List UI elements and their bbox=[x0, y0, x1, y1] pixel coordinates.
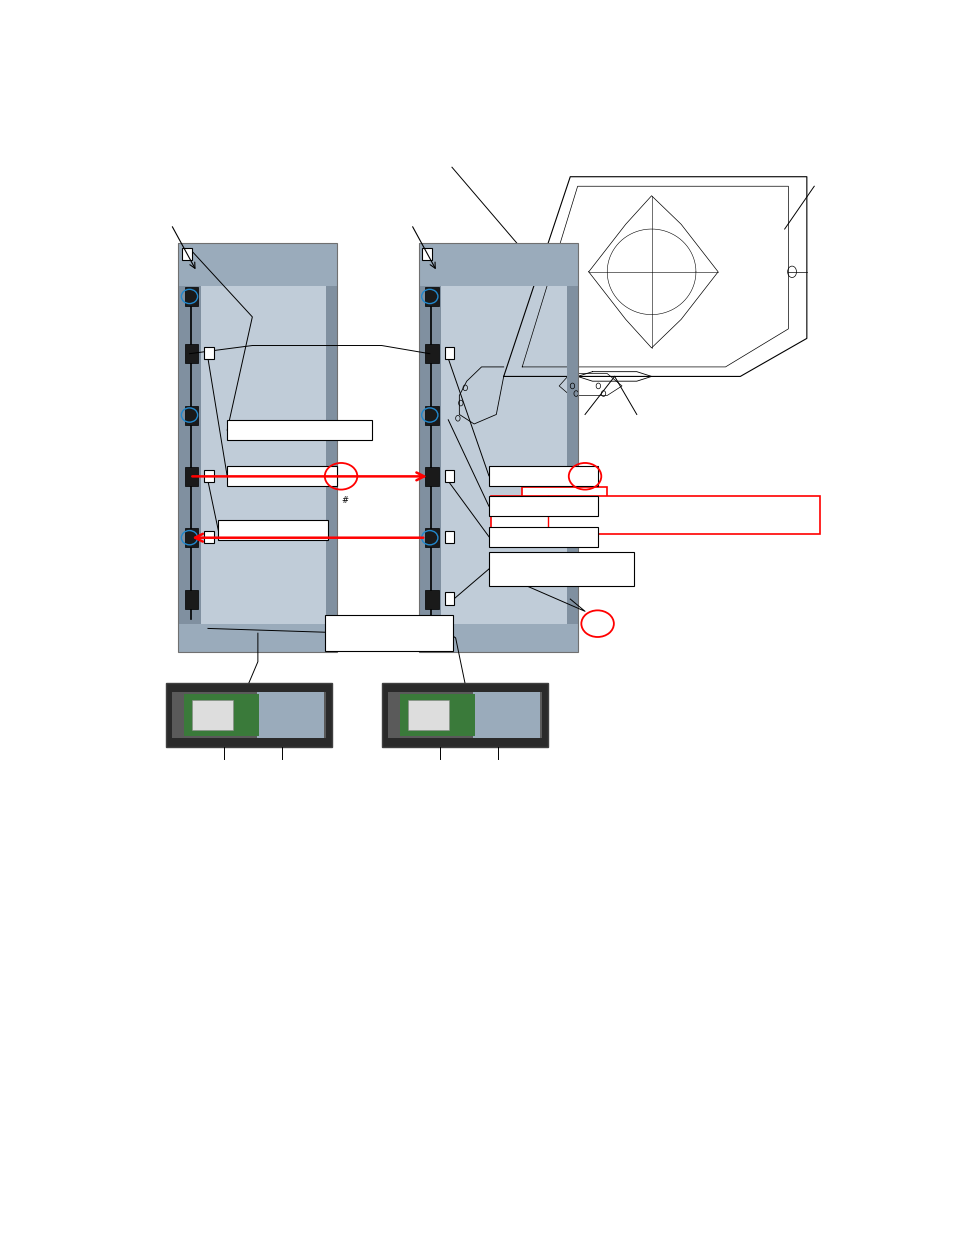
Bar bbox=[566, 243, 577, 652]
Bar bbox=[182, 248, 192, 261]
Polygon shape bbox=[503, 177, 806, 377]
Bar bbox=[521, 487, 607, 508]
Bar bbox=[473, 692, 539, 737]
Bar bbox=[444, 531, 454, 543]
Bar bbox=[444, 347, 454, 359]
Bar bbox=[425, 287, 438, 306]
Bar bbox=[418, 243, 440, 652]
Bar bbox=[204, 347, 213, 359]
Bar bbox=[418, 243, 577, 287]
Bar bbox=[185, 287, 198, 306]
Bar bbox=[425, 529, 438, 547]
Bar bbox=[407, 700, 449, 730]
Bar bbox=[425, 589, 438, 609]
Polygon shape bbox=[558, 373, 621, 395]
Bar bbox=[488, 526, 598, 547]
Bar bbox=[418, 243, 577, 652]
Text: #: # bbox=[341, 495, 348, 505]
Bar bbox=[178, 243, 200, 652]
Bar bbox=[192, 700, 233, 730]
Bar bbox=[381, 683, 547, 747]
Bar bbox=[400, 694, 475, 736]
Bar bbox=[185, 405, 198, 425]
Bar bbox=[178, 243, 337, 287]
Bar bbox=[184, 694, 259, 736]
Bar bbox=[418, 243, 577, 652]
Bar bbox=[444, 593, 454, 605]
Bar bbox=[488, 466, 598, 485]
Bar bbox=[185, 467, 198, 485]
Bar bbox=[324, 615, 453, 651]
Bar bbox=[227, 466, 336, 485]
Bar bbox=[425, 467, 438, 485]
Bar bbox=[172, 692, 326, 737]
Polygon shape bbox=[577, 372, 651, 382]
Bar bbox=[491, 496, 820, 535]
Bar bbox=[204, 469, 213, 482]
Bar bbox=[488, 552, 633, 585]
Bar bbox=[166, 683, 332, 747]
Bar bbox=[326, 243, 337, 652]
Bar bbox=[257, 692, 323, 737]
Bar bbox=[204, 531, 213, 543]
Bar bbox=[185, 345, 198, 363]
Bar bbox=[218, 520, 328, 540]
Bar bbox=[444, 469, 454, 482]
Bar bbox=[185, 529, 198, 547]
Bar bbox=[425, 405, 438, 425]
Bar bbox=[227, 420, 372, 440]
Bar bbox=[387, 692, 541, 737]
Bar bbox=[185, 589, 198, 609]
Bar bbox=[178, 243, 337, 652]
Bar bbox=[488, 496, 598, 516]
Bar bbox=[422, 248, 432, 261]
Polygon shape bbox=[459, 367, 503, 424]
Bar bbox=[178, 243, 337, 652]
Bar bbox=[418, 624, 577, 652]
Bar bbox=[178, 624, 337, 652]
Bar bbox=[425, 345, 438, 363]
